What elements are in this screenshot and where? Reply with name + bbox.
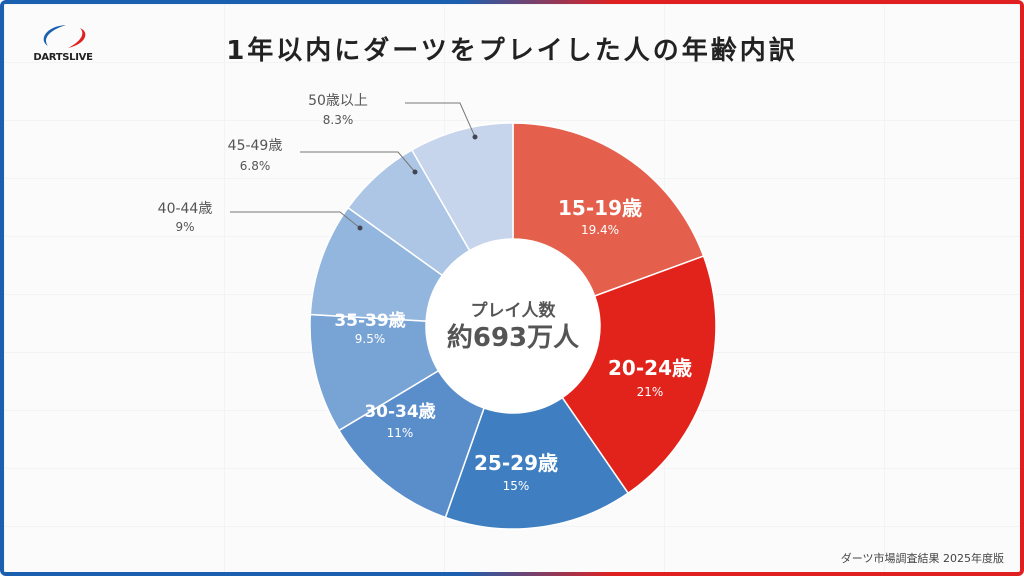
slice-label: 40-44歳 — [158, 201, 213, 217]
slice-value-label: 9.5% — [355, 332, 386, 346]
logo-swoosh-icon — [43, 25, 86, 48]
slice-value-label: 21% — [637, 385, 664, 399]
donut-slice-0 — [512, 122, 705, 297]
donut-slice-7 — [410, 122, 514, 252]
slice-label: 25-29歳 — [474, 451, 558, 475]
center-value: 約693万人 — [447, 322, 579, 353]
center-label: プレイ人数 — [471, 300, 557, 321]
slice-label: 50歳以上 — [308, 93, 368, 109]
slice-label: 20-24歳 — [608, 356, 692, 380]
logo-text: DARTSLIVE — [33, 52, 93, 63]
leader-line — [405, 102, 476, 138]
slice-value-label: 11% — [387, 426, 414, 440]
leader-line — [300, 151, 416, 173]
page-title: 1年以内にダーツをプレイした人の年齢内訳 — [226, 36, 798, 66]
donut-slice-1 — [561, 255, 717, 495]
slice-label: 30-34歳 — [364, 401, 435, 422]
slice-value-label: 9% — [175, 220, 194, 234]
slice-value-label: 19.4% — [581, 223, 619, 237]
footer-source: ダーツ市場調査結果 2025年度版 — [840, 552, 1004, 565]
leader-dot — [357, 225, 363, 231]
slice-label: 45-49歳 — [228, 138, 283, 154]
slice-label: 15-19歳 — [558, 196, 642, 220]
slice-value-label: 6.8% — [240, 159, 271, 173]
slice-value-label: 15% — [503, 479, 530, 493]
dartslive-logo: DARTSLIVE — [28, 22, 98, 64]
leader-dot — [472, 134, 478, 140]
slice-value-label: 8.3% — [323, 113, 354, 127]
leader-dot — [412, 169, 418, 175]
slice-label: 35-39歳 — [334, 310, 405, 331]
leader-line — [230, 211, 361, 229]
donut-slice-2 — [444, 396, 630, 530]
donut-hole — [427, 240, 599, 412]
